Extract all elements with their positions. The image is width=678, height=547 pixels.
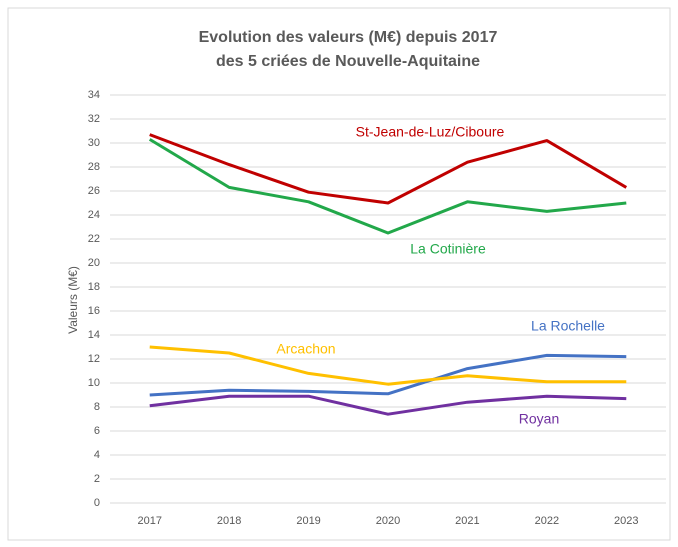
series-label: St-Jean-de-Luz/Ciboure bbox=[356, 124, 505, 140]
y-tick-label: 26 bbox=[88, 185, 100, 197]
y-tick-label: 2 bbox=[94, 473, 100, 485]
y-tick-label: 24 bbox=[88, 209, 100, 221]
y-tick-label: 16 bbox=[88, 305, 100, 317]
x-tick-label: 2023 bbox=[614, 515, 638, 527]
series-label: La Cotinière bbox=[410, 241, 486, 257]
chart-title: des 5 criées de Nouvelle-Aquitaine bbox=[216, 53, 480, 70]
x-tick-label: 2018 bbox=[217, 515, 241, 527]
y-tick-label: 22 bbox=[88, 233, 100, 245]
y-tick-label: 28 bbox=[88, 161, 100, 173]
y-tick-label: 10 bbox=[88, 377, 100, 389]
chart-title: Evolution des valeurs (M€) depuis 2017 bbox=[199, 29, 498, 46]
series-label: Arcachon bbox=[276, 341, 335, 357]
y-tick-label: 12 bbox=[88, 353, 100, 365]
x-tick-label: 2021 bbox=[455, 515, 479, 527]
y-tick-label: 8 bbox=[94, 401, 100, 413]
x-tick-label: 2017 bbox=[137, 515, 161, 527]
x-tick-label: 2022 bbox=[535, 515, 559, 527]
x-tick-label: 2020 bbox=[376, 515, 400, 527]
y-tick-label: 4 bbox=[94, 449, 100, 461]
line-series bbox=[149, 353, 627, 397]
x-tick-label: 2019 bbox=[296, 515, 320, 527]
line-series bbox=[149, 133, 628, 205]
chart-frame bbox=[7, 7, 671, 541]
y-tick-label: 32 bbox=[88, 113, 100, 125]
y-axis-label: Valeurs (M€) bbox=[66, 266, 80, 334]
y-tick-label: 18 bbox=[88, 281, 100, 293]
y-tick-label: 6 bbox=[94, 425, 100, 437]
y-tick-label: 14 bbox=[88, 329, 100, 341]
line-series bbox=[148, 138, 627, 235]
series-label: La Rochelle bbox=[531, 318, 605, 334]
y-tick-label: 0 bbox=[94, 497, 100, 509]
series-label: Royan bbox=[519, 411, 559, 427]
y-tick-label: 20 bbox=[88, 257, 100, 269]
y-tick-label: 30 bbox=[88, 137, 100, 149]
line-series bbox=[149, 345, 627, 386]
y-tick-label: 34 bbox=[88, 89, 100, 101]
line-series bbox=[149, 394, 627, 416]
